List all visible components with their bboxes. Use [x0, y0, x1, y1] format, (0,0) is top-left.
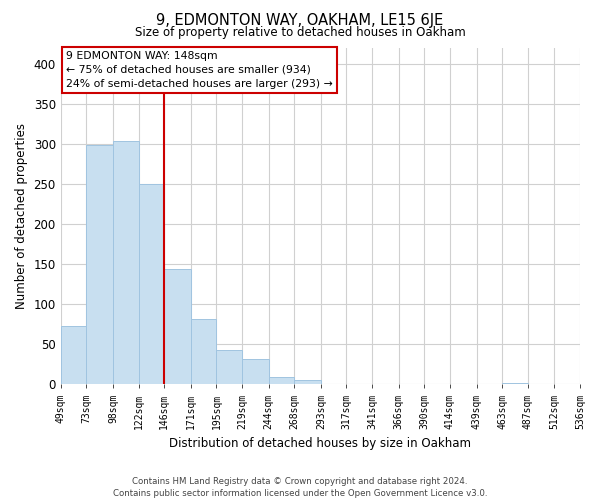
Text: 9, EDMONTON WAY, OAKHAM, LE15 6JE: 9, EDMONTON WAY, OAKHAM, LE15 6JE: [157, 12, 443, 28]
Bar: [269, 377, 294, 384]
Bar: [113, 140, 139, 384]
Bar: [502, 383, 528, 384]
Bar: [191, 318, 217, 384]
Bar: [217, 350, 242, 384]
Bar: [164, 269, 191, 384]
Y-axis label: Number of detached properties: Number of detached properties: [15, 123, 28, 309]
Text: 9 EDMONTON WAY: 148sqm
← 75% of detached houses are smaller (934)
24% of semi-de: 9 EDMONTON WAY: 148sqm ← 75% of detached…: [66, 51, 332, 89]
Bar: [139, 184, 164, 384]
Bar: [61, 326, 86, 384]
Text: Size of property relative to detached houses in Oakham: Size of property relative to detached ho…: [134, 26, 466, 39]
X-axis label: Distribution of detached houses by size in Oakham: Distribution of detached houses by size …: [169, 437, 472, 450]
Text: Contains HM Land Registry data © Crown copyright and database right 2024.
Contai: Contains HM Land Registry data © Crown c…: [113, 476, 487, 498]
Bar: [86, 144, 113, 384]
Bar: [242, 358, 269, 384]
Bar: [294, 380, 321, 384]
